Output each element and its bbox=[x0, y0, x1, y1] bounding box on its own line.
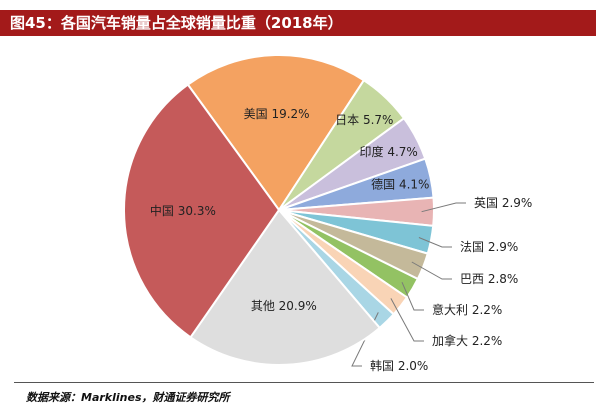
pie-leader-8 bbox=[390, 298, 424, 342]
pie-label-2: 印度 4.7% bbox=[360, 144, 418, 159]
pie-label-3: 德国 4.1% bbox=[371, 176, 429, 191]
pie-slice-11 bbox=[123, 83, 281, 339]
source-divider bbox=[14, 382, 594, 383]
pie-label-4: 英国 2.9% bbox=[474, 196, 532, 210]
pie-slice-10 bbox=[189, 208, 382, 366]
pie-leader-5 bbox=[418, 237, 452, 248]
pie-label-7: 意大利 2.2% bbox=[432, 302, 502, 317]
pie-chart-svg: 美国 19.2% 日本 5.7% 印度 4.7% 德国 4.1% 英国 2.9% 法国 2… bbox=[123, 54, 532, 373]
pie-leader-6 bbox=[411, 261, 452, 280]
source-note: 数据来源：Marklines，财通证券研究所 bbox=[26, 391, 230, 404]
pie-label-8: 加拿大 2.2% bbox=[432, 333, 502, 348]
pie-label-1: 日本 5.7% bbox=[335, 113, 393, 127]
pie-label-6: 巴西 2.8% bbox=[460, 272, 518, 286]
pie-label-5: 法国 2.9% bbox=[460, 240, 518, 254]
pie-slice-0 bbox=[186, 54, 366, 212]
title-bar: 图45：各国汽车销量占全球销量比重（2018年） bbox=[0, 10, 596, 36]
pie-label-9: 韩国 2.0% bbox=[370, 358, 428, 373]
pie-label-11: 中国 30.3% bbox=[150, 203, 216, 218]
chart-title: 图45：各国汽车销量占全球销量比重（2018年） bbox=[10, 14, 343, 32]
pie-leader-4 bbox=[421, 202, 466, 213]
pie-label-0: 美国 19.2% bbox=[244, 107, 310, 121]
pie-leader-7 bbox=[401, 282, 424, 311]
pie-chart: 美国 19.2% 日本 5.7% 印度 4.7% 德国 4.1% 英国 2.9% 法国 2… bbox=[0, 36, 609, 380]
pie-label-10: 其他 20.9% bbox=[251, 299, 317, 313]
